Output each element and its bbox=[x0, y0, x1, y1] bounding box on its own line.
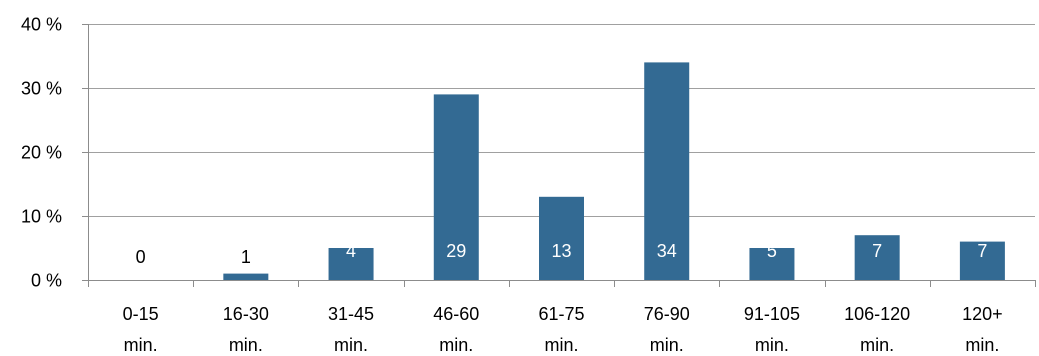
x-tick-label: min. bbox=[439, 335, 473, 355]
data-label: 34 bbox=[657, 241, 677, 261]
data-label: 13 bbox=[551, 241, 571, 261]
data-labels: 0 1 4 29 13 34 5 7 7 bbox=[136, 241, 988, 267]
bars bbox=[223, 62, 1005, 281]
y-tick-label: 40 % bbox=[21, 15, 62, 35]
data-label: 1 bbox=[241, 247, 251, 267]
y-tick-label: 20 % bbox=[21, 143, 62, 163]
gridlines bbox=[88, 24, 1035, 217]
x-tick-label: min. bbox=[124, 335, 158, 355]
data-label: 7 bbox=[977, 241, 987, 261]
x-tick-label: min. bbox=[860, 335, 894, 355]
data-label: 5 bbox=[767, 241, 777, 261]
x-tick-label: 31-45 bbox=[328, 304, 374, 324]
x-tick-label: 61-75 bbox=[538, 304, 584, 324]
x-tick-label: min. bbox=[650, 335, 684, 355]
x-tick-label: min. bbox=[755, 335, 789, 355]
x-tick-label: 120+ bbox=[962, 304, 1003, 324]
x-tick-label: 46-60 bbox=[433, 304, 479, 324]
y-axis-tick-labels: 0 % 10 % 20 % 30 % 40 % bbox=[21, 15, 88, 291]
bar bbox=[959, 241, 1005, 280]
y-tick-label: 10 % bbox=[21, 207, 62, 227]
y-tick-label: 0 % bbox=[31, 271, 62, 291]
data-label: 29 bbox=[446, 241, 466, 261]
x-tick-label: 76-90 bbox=[644, 304, 690, 324]
x-axis: 0-15 min. 16-30 min. 31-45 min. 46-60 min. 61-75… bbox=[88, 24, 1036, 355]
bar bbox=[433, 94, 479, 281]
bar bbox=[539, 196, 584, 280]
bar bbox=[644, 62, 690, 281]
x-tick-label: 16-30 bbox=[223, 304, 269, 324]
data-label: 0 bbox=[136, 247, 146, 267]
x-tick-label: min. bbox=[334, 335, 368, 355]
y-tick-label: 30 % bbox=[21, 79, 62, 99]
x-tick-label: 91-105 bbox=[744, 304, 800, 324]
data-label: 7 bbox=[872, 241, 882, 261]
x-tick-label: min. bbox=[965, 335, 999, 355]
bar bbox=[749, 248, 795, 280]
bar bbox=[223, 273, 269, 280]
x-tick-label: 0-15 bbox=[123, 304, 159, 324]
data-label: 4 bbox=[346, 241, 356, 261]
x-tick-label: min. bbox=[544, 335, 578, 355]
bar bbox=[328, 248, 374, 280]
bar bbox=[854, 235, 900, 280]
x-tick-label: 106-120 bbox=[844, 304, 910, 324]
x-tick-label: min. bbox=[229, 335, 263, 355]
